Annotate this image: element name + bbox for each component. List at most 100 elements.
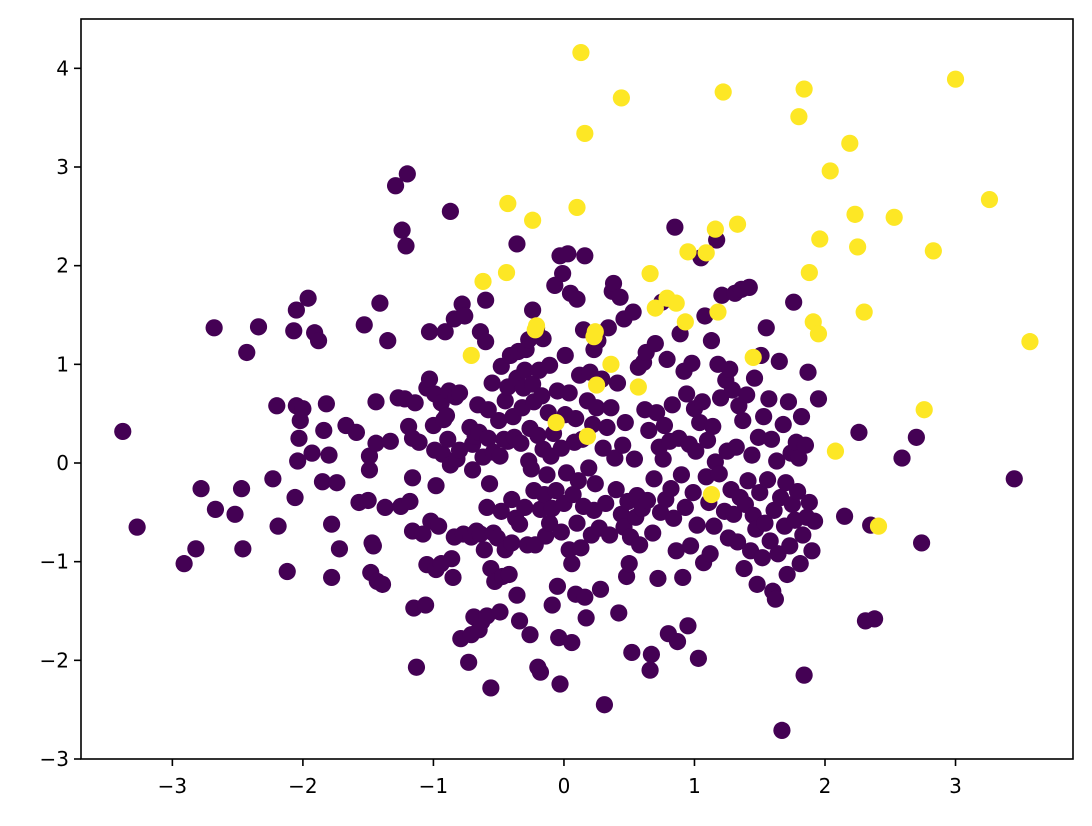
scatter-point <box>781 537 799 555</box>
scatter-point <box>826 442 845 460</box>
scatter-point <box>846 205 864 223</box>
scatter-point <box>462 346 480 365</box>
scatter-point <box>373 575 392 593</box>
scatter-point <box>364 537 382 555</box>
scatter-point <box>744 348 762 367</box>
scatter-point <box>437 407 456 425</box>
scatter-point <box>587 376 606 394</box>
scatter-point <box>620 555 638 573</box>
scatter-point <box>286 488 304 507</box>
scatter-point <box>496 392 514 410</box>
scatter-point <box>586 323 604 341</box>
scatter-point <box>309 332 328 350</box>
scatter-point <box>249 318 268 336</box>
scatter-point <box>503 490 521 509</box>
scatter-point <box>598 418 616 437</box>
scatter-point <box>702 332 721 350</box>
scatter-point <box>616 413 634 432</box>
scatter-point <box>646 335 664 353</box>
scatter-point <box>287 301 305 319</box>
x-tick-label: −3 <box>158 774 187 798</box>
scatter-point <box>757 319 775 337</box>
scatter-point <box>713 286 731 304</box>
scatter-point <box>662 480 680 498</box>
y-tick-label: 4 <box>56 56 69 80</box>
scatter-point <box>516 361 534 379</box>
scatter-point <box>790 108 808 126</box>
scatter-point <box>386 177 405 195</box>
scatter-point <box>924 242 942 260</box>
scatter-point <box>709 303 727 321</box>
scatter-point <box>234 540 252 558</box>
scatter-point <box>710 465 728 483</box>
y-tick-label: −3 <box>40 747 69 771</box>
y-tick-label: 2 <box>56 254 69 278</box>
scatter-point <box>1021 333 1039 351</box>
scatter-point <box>714 83 732 101</box>
scatter-point <box>238 343 256 362</box>
scatter-point <box>811 230 829 248</box>
scatter-point <box>751 484 769 502</box>
scatter-point <box>753 549 771 567</box>
scatter-point <box>403 469 422 487</box>
scatter-point <box>401 492 419 511</box>
scatter-point <box>379 332 397 350</box>
scatter-point <box>567 410 585 428</box>
scatter-point <box>850 423 868 442</box>
scatter-point <box>674 568 692 587</box>
scatter-point <box>739 472 757 490</box>
scatter-point <box>477 291 495 309</box>
scatter-point <box>533 387 551 405</box>
scatter-point <box>655 416 674 435</box>
scatter-point <box>698 431 717 449</box>
x-axis: −3 −2 −1 0 1 2 3 <box>158 759 962 798</box>
scatter-point <box>205 319 223 337</box>
scatter-point <box>508 586 526 604</box>
x-tick-label: −2 <box>288 774 317 798</box>
scatter-point <box>681 537 700 555</box>
scatter-point <box>646 299 664 317</box>
scatter-point <box>547 413 565 432</box>
scatter-point <box>510 515 529 533</box>
scatter-point <box>206 500 225 518</box>
scatter-point <box>666 218 684 236</box>
scatter-point <box>676 498 694 516</box>
scatter-point <box>770 352 788 370</box>
scatter-point <box>591 580 610 598</box>
scatter-point <box>524 375 542 393</box>
scatter-point <box>773 721 791 739</box>
scatter-point <box>672 466 691 484</box>
points-layer <box>114 43 1039 739</box>
scatter-point <box>393 221 411 239</box>
scatter-point <box>552 523 570 541</box>
scatter-point <box>631 536 649 554</box>
scatter-point <box>568 290 586 308</box>
scatter-point <box>597 494 615 513</box>
scatter-point <box>538 466 556 484</box>
scatter-point <box>524 301 542 319</box>
scatter-point <box>460 653 478 671</box>
scatter-point <box>586 475 604 493</box>
scatter-point <box>317 395 335 413</box>
x-tick-label: 0 <box>558 774 571 798</box>
scatter-point <box>745 369 764 387</box>
scatter-point <box>512 434 530 452</box>
scatter-point <box>679 617 697 635</box>
scatter-point <box>427 477 445 495</box>
scatter-point <box>693 393 711 411</box>
scatter-point <box>625 450 644 468</box>
scatter-point <box>777 474 795 492</box>
scatter-point <box>572 539 590 557</box>
scatter-point <box>381 432 399 450</box>
scatter-point <box>114 422 132 441</box>
scatter-point <box>748 575 766 593</box>
scatter-point <box>667 294 685 312</box>
scatter-point <box>1005 470 1023 488</box>
scatter-point <box>492 502 510 520</box>
scatter-point <box>644 524 662 542</box>
scatter-point <box>907 428 925 446</box>
scatter-point <box>696 307 714 325</box>
scatter-point <box>645 470 663 488</box>
scatter-point <box>430 517 448 535</box>
scatter-point <box>439 430 457 448</box>
